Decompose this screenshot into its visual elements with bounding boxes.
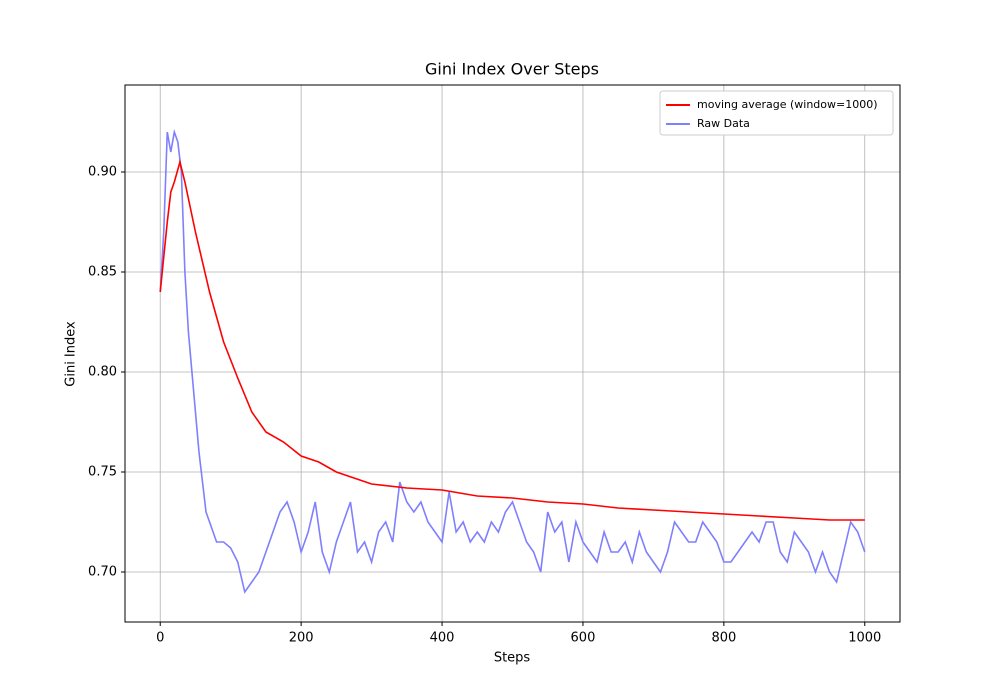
y-tick-label: 0.70 xyxy=(88,565,117,580)
y-tick-label: 0.85 xyxy=(88,265,117,280)
x-tick-label: 0 xyxy=(156,631,164,646)
legend-box xyxy=(659,90,894,136)
x-axis-label: Steps xyxy=(494,651,531,666)
data-line xyxy=(159,128,866,594)
x-tick-label: 800 xyxy=(711,631,736,646)
data-line xyxy=(159,158,865,521)
x-tick-label: 600 xyxy=(571,631,596,646)
plot-frame xyxy=(124,84,901,623)
y-tick-label: 0.80 xyxy=(88,365,117,380)
x-tick-label: 1000 xyxy=(848,631,881,646)
y-tick-label: 0.90 xyxy=(88,165,117,180)
x-tick-label: 200 xyxy=(289,631,314,646)
y-axis-label: Gini Index xyxy=(64,321,79,387)
chart-title: Gini Index Over Steps xyxy=(425,60,599,79)
legend-label: moving average (window=1000) xyxy=(697,98,878,111)
x-tick-label: 400 xyxy=(430,631,455,646)
y-tick-label: 0.75 xyxy=(88,465,117,480)
legend-label: Raw Data xyxy=(697,117,750,130)
